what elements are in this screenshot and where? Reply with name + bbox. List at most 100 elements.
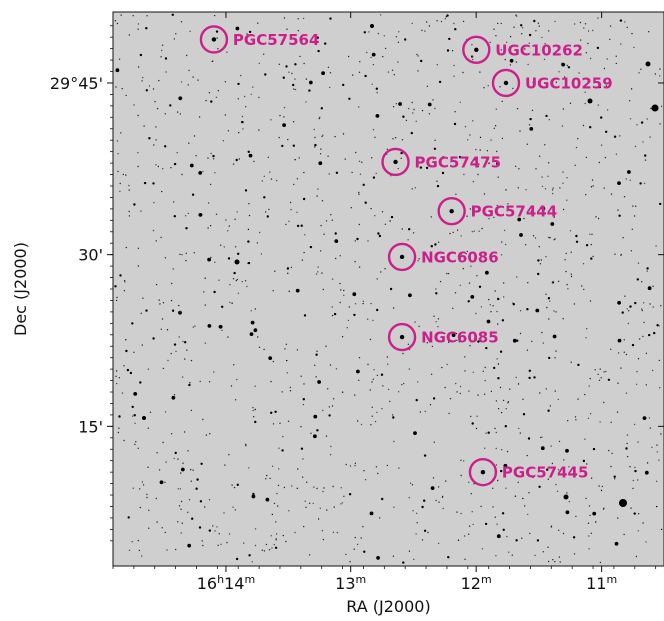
- star: [418, 258, 420, 260]
- star: [480, 505, 482, 508]
- star: [570, 275, 573, 278]
- star: [540, 446, 545, 451]
- star: [625, 447, 628, 450]
- star: [520, 24, 523, 27]
- star: [343, 294, 345, 296]
- star: [308, 80, 313, 85]
- star: [156, 107, 159, 110]
- star: [494, 516, 496, 518]
- star: [303, 314, 307, 317]
- star: [273, 502, 276, 505]
- star: [265, 543, 268, 546]
- star: [484, 447, 486, 449]
- star: [434, 139, 436, 141]
- star: [416, 53, 418, 56]
- star: [155, 139, 157, 141]
- star: [488, 218, 490, 220]
- star: [245, 445, 247, 447]
- star: [356, 543, 359, 546]
- star: [215, 96, 218, 99]
- star: [263, 53, 265, 55]
- star: [272, 423, 275, 425]
- star: [453, 22, 455, 25]
- star: [524, 244, 527, 246]
- star: [400, 157, 402, 159]
- star: [142, 76, 144, 79]
- star: [656, 324, 659, 327]
- star: [554, 357, 556, 359]
- star: [217, 48, 219, 50]
- star: [617, 209, 619, 211]
- star: [153, 202, 155, 204]
- star: [169, 104, 172, 107]
- star: [494, 125, 497, 127]
- star: [548, 119, 550, 121]
- star: [436, 180, 438, 182]
- star: [120, 132, 122, 134]
- star: [159, 480, 164, 485]
- star: [432, 477, 435, 479]
- star: [175, 548, 177, 551]
- star: [405, 119, 408, 122]
- star: [378, 234, 382, 238]
- star: [180, 500, 183, 503]
- star: [347, 55, 350, 58]
- star: [648, 31, 650, 33]
- star: [515, 539, 518, 542]
- star: [330, 214, 332, 216]
- star: [139, 53, 143, 57]
- star: [361, 161, 363, 163]
- star: [507, 402, 509, 404]
- x-tick-label: 13m: [335, 573, 366, 593]
- star: [178, 304, 180, 307]
- star: [407, 343, 410, 345]
- star: [551, 192, 554, 195]
- star: [248, 203, 250, 205]
- star: [579, 21, 582, 24]
- star: [187, 212, 189, 215]
- star: [359, 173, 362, 175]
- star: [469, 208, 472, 210]
- star: [543, 209, 546, 211]
- star: [501, 512, 505, 515]
- star: [545, 293, 547, 295]
- star: [592, 511, 597, 516]
- star: [119, 274, 122, 277]
- star: [585, 52, 588, 54]
- star: [353, 313, 356, 317]
- star: [493, 28, 495, 30]
- star: [283, 486, 286, 489]
- star: [444, 386, 446, 389]
- star: [173, 394, 176, 396]
- star: [438, 80, 442, 84]
- star: [647, 286, 652, 291]
- star: [583, 288, 585, 291]
- star: [496, 150, 498, 153]
- star: [303, 251, 305, 254]
- star: [229, 301, 231, 304]
- star: [248, 153, 253, 158]
- star: [290, 38, 293, 40]
- star: [363, 470, 365, 472]
- star: [283, 17, 286, 19]
- star: [263, 175, 265, 177]
- star: [545, 388, 547, 390]
- star: [115, 299, 118, 302]
- star: [630, 88, 633, 90]
- star: [208, 529, 211, 532]
- star: [137, 265, 140, 267]
- star: [400, 151, 403, 155]
- star: [590, 532, 592, 534]
- star: [296, 487, 298, 489]
- star: [466, 215, 468, 217]
- star: [128, 210, 130, 213]
- star: [554, 20, 556, 23]
- star: [309, 245, 313, 249]
- star: [268, 356, 273, 360]
- star: [597, 104, 599, 106]
- star: [329, 364, 332, 366]
- star: [349, 561, 351, 563]
- star: [181, 376, 184, 378]
- star: [470, 265, 472, 267]
- star: [572, 536, 576, 539]
